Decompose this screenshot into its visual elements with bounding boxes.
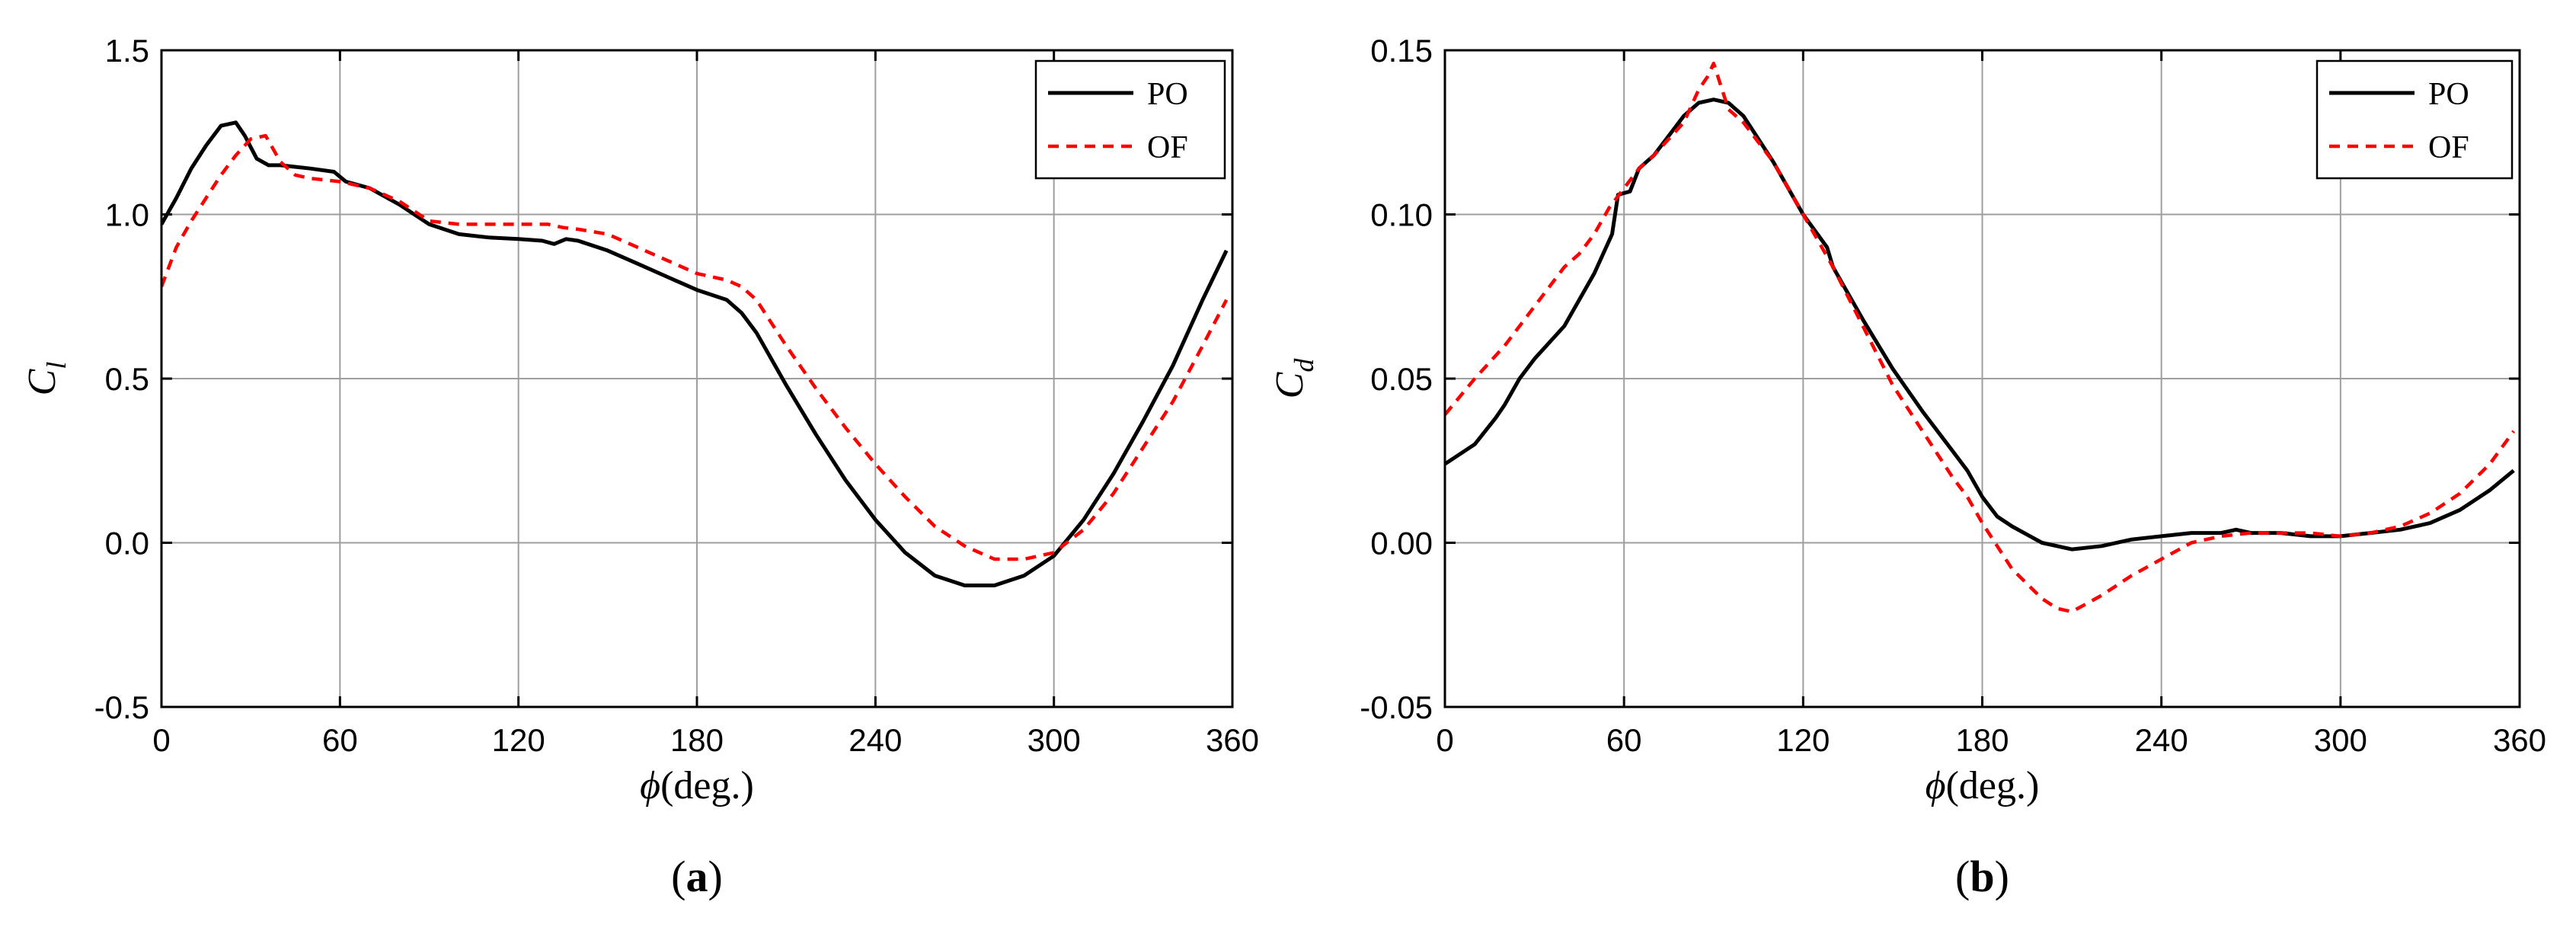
x-tick-label: 180 [670, 722, 724, 758]
x-tick-label: 240 [2135, 722, 2188, 758]
x-tick-label: 60 [322, 722, 358, 758]
x-tick-label: 360 [2493, 722, 2546, 758]
legend-label-po: PO [1147, 77, 1188, 112]
panel-b: 0 60 120 180 240 300 360 -0.05 0.00 0.05 0.10 0.15 ϕ… [1268, 33, 2546, 901]
y-tick-label: 0.5 [105, 361, 149, 397]
legend-label-po: PO [2428, 77, 2469, 112]
legend-box [1034, 59, 1226, 180]
x-axis-title: ϕ(deg.) [1926, 764, 2040, 807]
x-tick-label: 120 [1776, 722, 1830, 758]
y-tick-label: 0.15 [1370, 33, 1433, 69]
x-tick-label: 0 [152, 722, 170, 758]
panel-a: 0 60 120 180 240 300 360 -0.5 0.0 0.5 1.0 1.5 ϕ(deg.… [21, 33, 1259, 901]
series-line-po [161, 120, 1229, 587]
y-axis-title: Cl [21, 362, 72, 396]
panel-label: (b) [1955, 852, 2009, 901]
x-tick-label: 300 [2314, 722, 2367, 758]
y-tick-label: 0.10 [1370, 197, 1433, 233]
y-tick-label: -0.5 [94, 689, 149, 725]
legend-label-of: OF [1147, 130, 1188, 165]
series-line-of [1445, 61, 2516, 614]
legend-label-of: OF [2428, 130, 2469, 165]
x-tick-label: 180 [1955, 722, 2009, 758]
x-tick-label: 0 [1436, 722, 1453, 758]
legend: PO OF [1034, 59, 1226, 180]
series-line-of [161, 133, 1229, 561]
x-tick-label: 240 [849, 722, 902, 758]
y-tick-label: 1.5 [105, 33, 149, 69]
y-tick-label: 0.00 [1370, 526, 1433, 561]
y-tick-label: 0.05 [1370, 361, 1433, 397]
x-tick-label: 300 [1028, 722, 1081, 758]
x-axis-title: ϕ(deg.) [640, 764, 754, 807]
y-tick-label: -0.05 [1360, 689, 1433, 725]
legend-box [2316, 59, 2514, 180]
legend: PO OF [2316, 59, 2514, 180]
x-tick-label: 120 [492, 722, 545, 758]
x-tick-label: 360 [1206, 722, 1259, 758]
x-tick-label: 60 [1606, 722, 1642, 758]
y-axis-title: Cd [1268, 358, 1319, 399]
y-tick-label: 1.0 [105, 197, 149, 233]
panel-label: (a) [671, 852, 723, 901]
y-tick-label: 0.0 [105, 526, 149, 561]
